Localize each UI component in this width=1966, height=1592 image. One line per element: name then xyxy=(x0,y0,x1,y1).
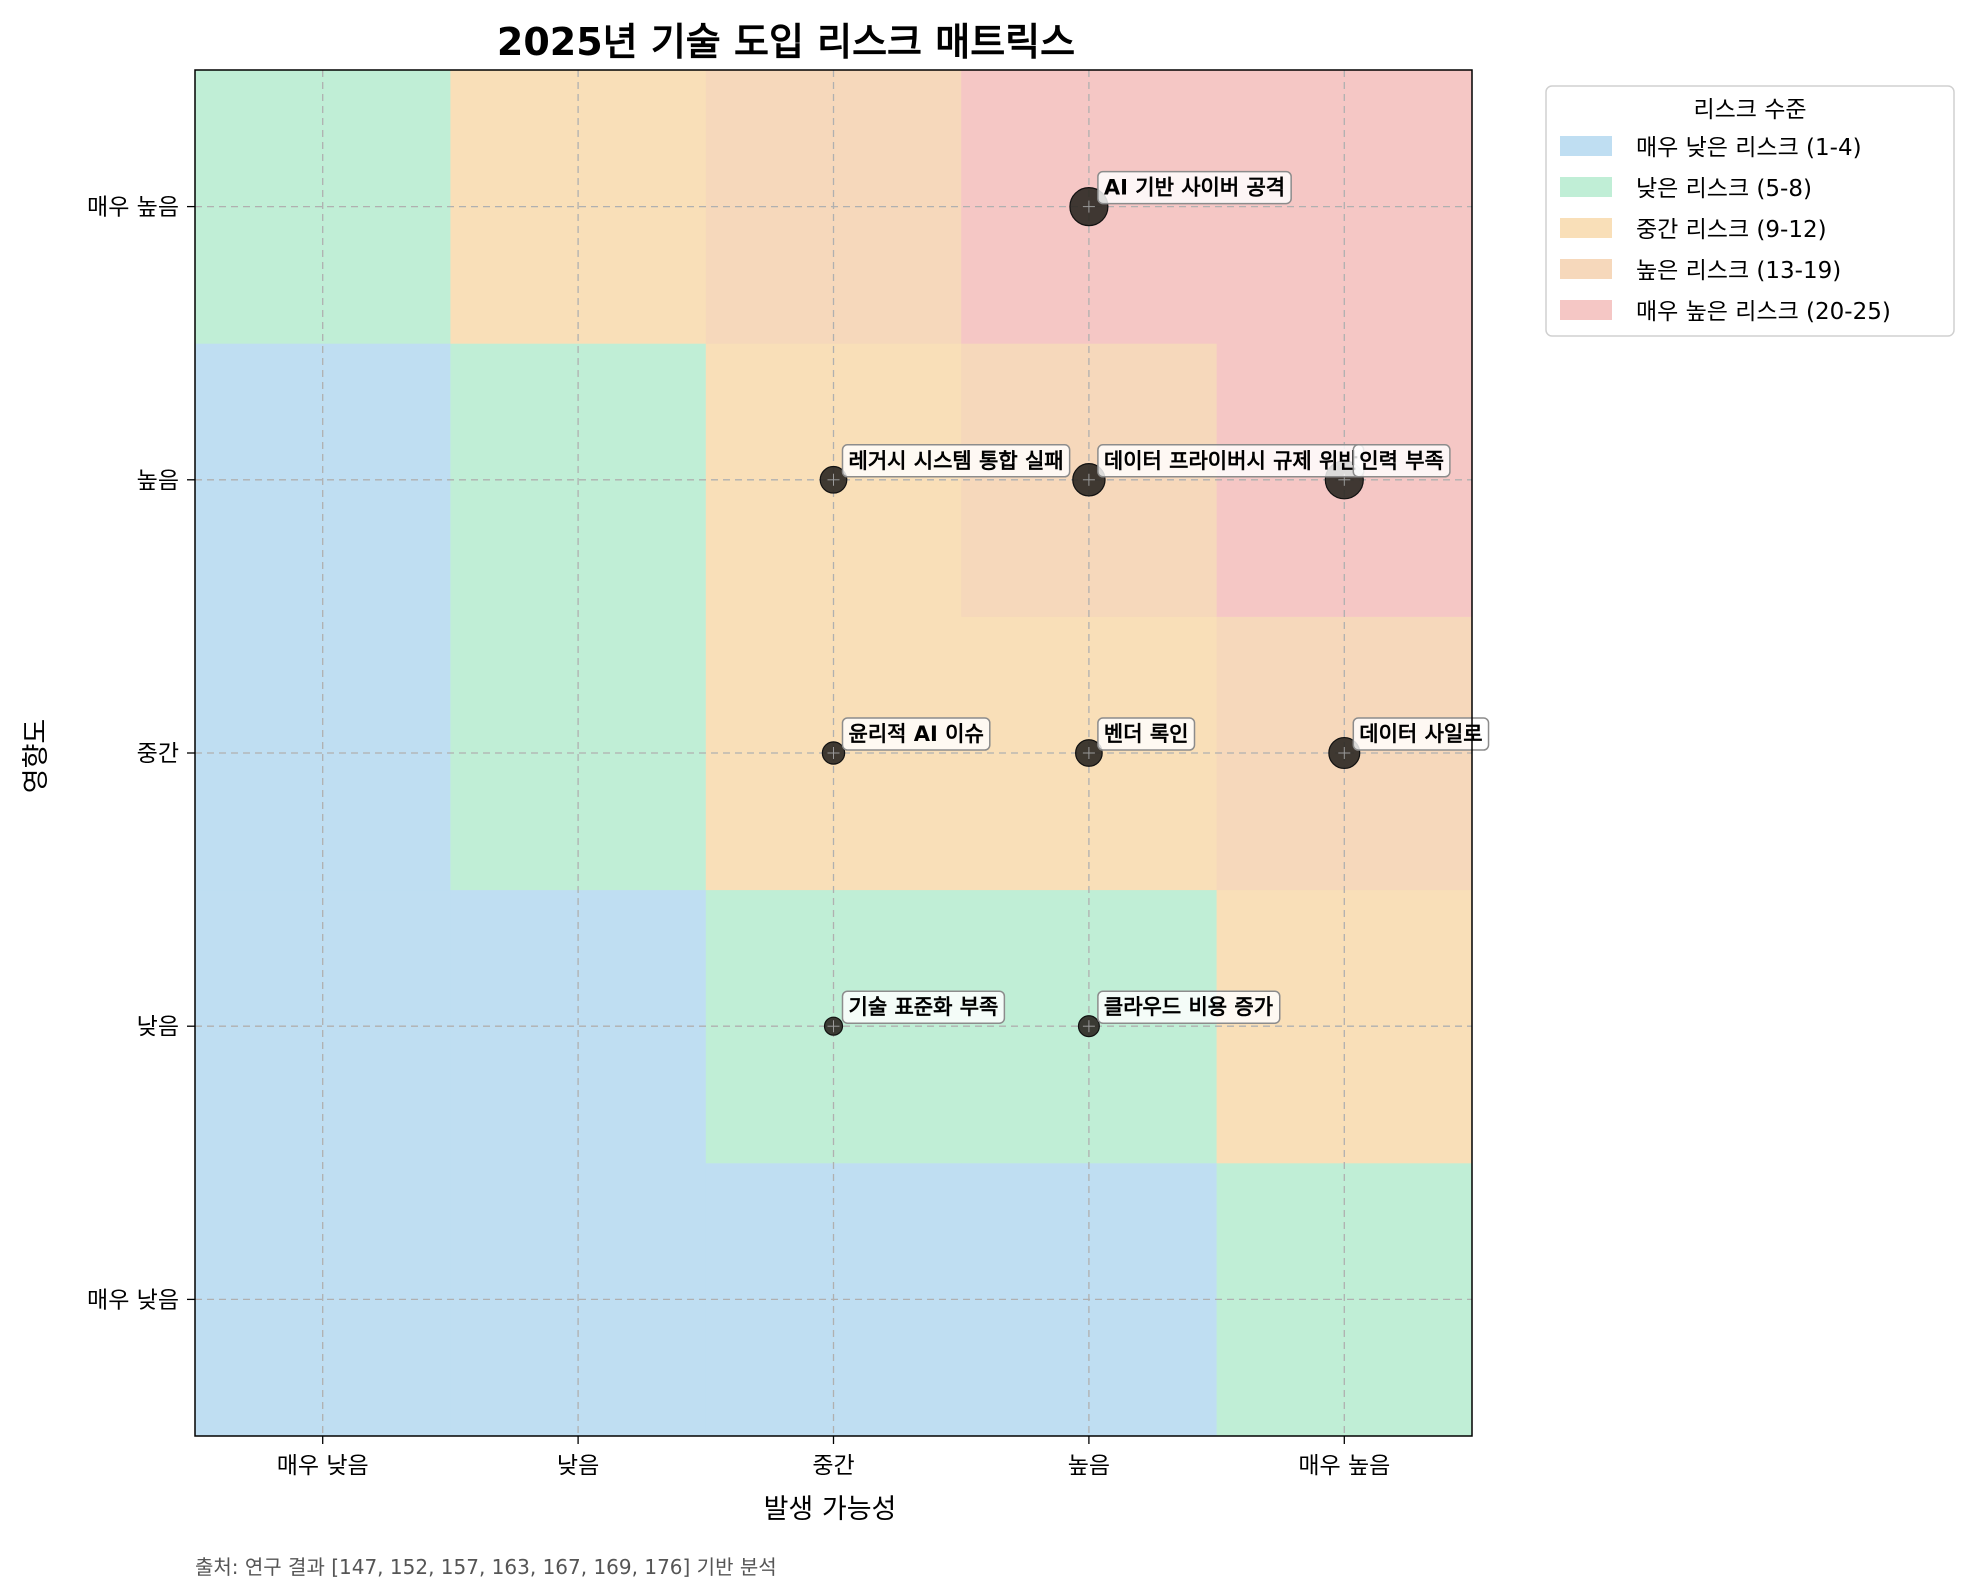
point-label-box xyxy=(1097,990,1281,1024)
point-label: 기술 표준화 부족 xyxy=(841,990,1006,1024)
y-tick-label: 높음 xyxy=(137,468,179,494)
x-tick-label: 매우 낮음 xyxy=(277,1453,369,1479)
point-label-box xyxy=(1097,717,1196,751)
x-tick-label: 매우 높음 xyxy=(1298,1453,1390,1479)
point-label-text: 데이터 프라이버시 규제 위반 xyxy=(1104,449,1358,473)
point-label-box xyxy=(1097,170,1292,205)
y-tick-label: 매우 높음 xyxy=(87,195,179,221)
y-axis-label: 영향도 xyxy=(21,719,52,794)
point-label-box xyxy=(841,444,1071,478)
x-tick-label: 높음 xyxy=(1068,1453,1110,1479)
point-label: 윤리적 AI 이슈 xyxy=(841,717,991,751)
legend-swatch xyxy=(1560,136,1612,156)
x-tick-label: 낮음 xyxy=(557,1453,599,1479)
legend-title: 리스크 수준 xyxy=(1693,97,1806,123)
point-label: AI 기반 사이버 공격 xyxy=(1097,170,1292,205)
point-label: 레거시 시스템 통합 실패 xyxy=(841,444,1071,478)
point-label-text: 클라우드 비용 증가 xyxy=(1104,995,1274,1019)
legend-entry-label: 매우 낮은 리스크 (1-4) xyxy=(1636,135,1862,161)
point-label-text: 인력 부족 xyxy=(1359,449,1444,473)
point-label-text: 벤더 록인 xyxy=(1104,722,1189,746)
point-label-text: 기술 표준화 부족 xyxy=(849,995,999,1019)
point-label: 데이터 사일로 xyxy=(1352,717,1490,751)
point-label: 클라우드 비용 증가 xyxy=(1097,990,1281,1024)
legend-entry-label: 매우 높은 리스크 (20-25) xyxy=(1636,299,1891,325)
source-note: 출처: 연구 결과 [147, 152, 157, 163, 167, 169,… xyxy=(195,1555,777,1579)
point-label-box xyxy=(841,990,1006,1024)
point-label-text: AI 기반 사이버 공격 xyxy=(1104,176,1285,200)
y-ticks: 매우 낮음 낮음 중간 높음 매우 높음 xyxy=(87,195,195,1313)
y-tick-label: 낮음 xyxy=(137,1014,179,1040)
point-label-box xyxy=(1352,444,1451,478)
point-label-text: 레거시 시스템 통합 실패 xyxy=(849,449,1064,473)
legend-entries: 매우 낮은 리스크 (1-4) 낮은 리스크 (5-8) 중간 리스크 (9-12)… xyxy=(1560,135,1891,325)
point-label: 인력 부족 xyxy=(1352,444,1451,478)
y-tick-label: 중간 xyxy=(137,741,179,767)
point-label: 벤더 록인 xyxy=(1097,717,1196,751)
x-ticks: 매우 낮음 낮음 중간 높음 매우 높음 xyxy=(277,1436,1390,1479)
point-label-box xyxy=(841,717,991,751)
point-label-box xyxy=(1352,717,1490,751)
legend-entry-label: 중간 리스크 (9-12) xyxy=(1636,217,1827,243)
legend-swatch xyxy=(1560,259,1612,279)
legend: 리스크 수준 매우 낮은 리스크 (1-4) 낮은 리스크 (5-8) 중간 리스크… xyxy=(1545,85,1955,337)
x-axis-label: 발생 가능성 xyxy=(764,1494,897,1525)
legend-swatch xyxy=(1560,218,1612,238)
legend-box xyxy=(1545,85,1955,337)
x-tick-label: 중간 xyxy=(812,1453,854,1479)
y-tick-label: 매우 낮음 xyxy=(87,1287,179,1313)
legend-entry-label: 낮은 리스크 (5-8) xyxy=(1636,176,1812,202)
point-label: 데이터 프라이버시 규제 위반 xyxy=(1097,444,1365,478)
legend-entry-label: 높은 리스크 (13-19) xyxy=(1636,258,1841,284)
legend-swatch xyxy=(1560,177,1612,197)
chart-title: 2025년 기술 도입 리스크 매트릭스 xyxy=(497,20,1075,64)
point-label-text: 데이터 사일로 xyxy=(1359,722,1482,746)
point-label-text: 윤리적 AI 이슈 xyxy=(849,722,984,746)
legend-swatch xyxy=(1560,300,1612,320)
